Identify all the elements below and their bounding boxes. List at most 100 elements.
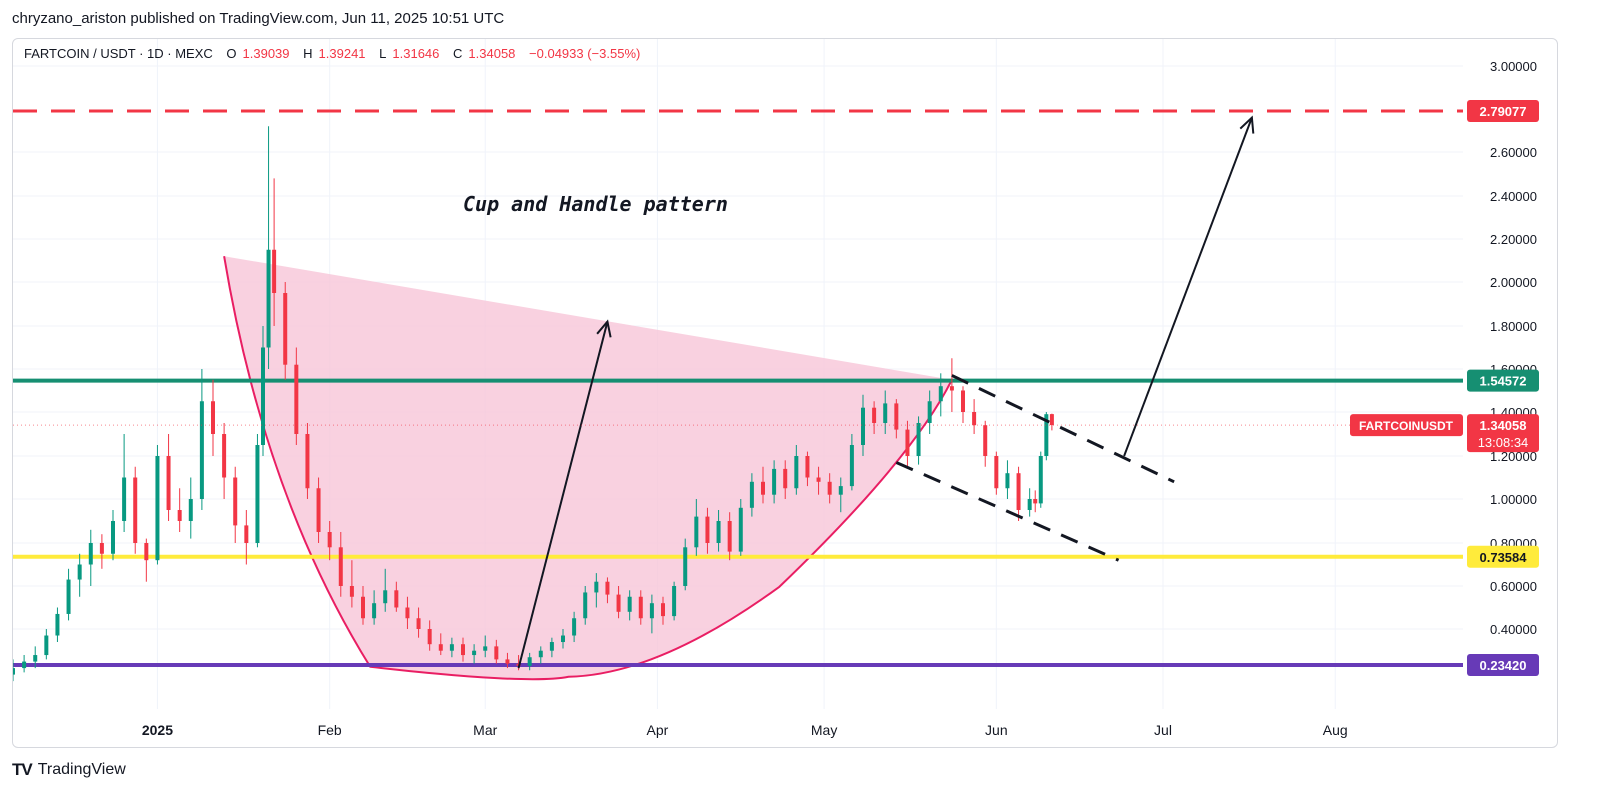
candle-body	[705, 516, 710, 543]
candle-body	[738, 507, 743, 552]
level-tag-label: 1.54572	[1480, 374, 1527, 389]
candle-body	[583, 592, 588, 619]
candle-body	[372, 603, 377, 619]
candle-body	[794, 456, 799, 489]
candle-body	[416, 618, 421, 629]
candle-body	[905, 429, 910, 456]
candle-body	[972, 412, 977, 426]
high-label: H	[303, 46, 313, 61]
price-tag-bg	[1467, 414, 1539, 453]
x-tick-label: May	[811, 722, 837, 738]
y-tick-label: 1.80000	[1490, 319, 1537, 334]
candle-body	[338, 547, 343, 586]
candle-body	[572, 618, 577, 636]
candle-body	[177, 510, 182, 521]
candle-body	[1038, 456, 1043, 504]
candle-body	[199, 401, 204, 499]
candle-body	[861, 407, 865, 445]
symbol-tag-label: FARTCOINUSDT	[1359, 419, 1454, 433]
change-value: −0.04933 (−3.55%)	[529, 46, 641, 61]
candle-body	[155, 456, 160, 561]
candle-body	[111, 521, 115, 554]
candle-body	[605, 581, 610, 595]
candle-body	[727, 521, 732, 552]
candle-body	[505, 659, 510, 664]
high-value: 1.39241	[318, 46, 366, 61]
level-tag-label: 2.79077	[1480, 104, 1527, 119]
candle-body	[449, 644, 454, 651]
price-tag-countdown: 13:08:34	[1478, 435, 1529, 450]
candle-body	[66, 579, 71, 614]
cup-fill-area	[224, 256, 952, 680]
candle-body	[305, 434, 310, 489]
candle-body	[561, 635, 565, 643]
x-tick-label: Feb	[318, 722, 342, 738]
y-tick-label: 2.60000	[1490, 145, 1537, 160]
candle-body	[616, 594, 621, 612]
candle-body	[1033, 499, 1038, 504]
chart-frame[interactable]: Cup and Handle pattern 0.40000 0.60000 0.80…	[12, 38, 1558, 748]
candle-body	[1027, 499, 1032, 510]
candle-body	[13, 668, 15, 675]
candle-body	[994, 456, 999, 489]
level-tag-label: 0.73584	[1480, 550, 1528, 565]
candle-body	[405, 607, 410, 619]
symbol-label[interactable]: FARTCOIN / USDT · 1D · MEXC	[24, 46, 213, 61]
candle-body	[472, 650, 477, 656]
candle-body	[361, 596, 365, 619]
y-tick-label: 0.40000	[1490, 622, 1537, 637]
candle-body	[438, 644, 443, 651]
candle-body	[261, 347, 265, 445]
candle-body	[1005, 473, 1010, 489]
x-tick-label: 2025	[142, 722, 173, 738]
level-tag-bg	[1467, 545, 1539, 568]
candle-body	[527, 657, 532, 666]
candle-body	[961, 390, 965, 412]
tradingview-logo[interactable]: TV TradingView	[12, 760, 126, 780]
candle-body	[883, 403, 888, 423]
candle-body	[805, 456, 810, 478]
tradingview-brand-text: TradingView	[37, 761, 126, 778]
candle-body	[1044, 414, 1049, 456]
y-tick-label: 2.00000	[1490, 275, 1537, 290]
candle-body	[538, 650, 543, 658]
candle-body	[383, 590, 388, 604]
cup-handle-annotation: Cup and Handle pattern	[463, 192, 728, 216]
candle-body	[133, 477, 138, 543]
projection-arrow-1	[517, 321, 609, 669]
level-tag-bg	[1467, 99, 1539, 122]
candle-body	[427, 629, 432, 645]
candlestick-chart[interactable]: Cup and Handle pattern0.400000.600000.80…	[13, 39, 1557, 747]
candle-body	[44, 635, 49, 656]
candle-body	[772, 468, 777, 495]
candle-body	[144, 543, 149, 561]
candle-body	[872, 407, 877, 423]
candle-body	[394, 590, 399, 608]
candle-body	[349, 586, 354, 597]
arrow-head-icon	[1239, 115, 1255, 134]
candle-body	[188, 499, 193, 521]
candle-body	[461, 644, 465, 656]
candle-body	[927, 401, 932, 423]
candle-body	[949, 386, 954, 391]
x-tick-label: Apr	[647, 722, 669, 738]
close-label: C	[453, 46, 463, 61]
candle-body	[272, 249, 277, 293]
candle-body	[683, 547, 688, 586]
candle-body	[494, 646, 499, 660]
price-tag-value: 1.34058	[1480, 418, 1527, 433]
y-tick-label: 3.00000	[1490, 59, 1537, 74]
level-tag-bg	[1467, 654, 1539, 676]
candle-body	[211, 401, 215, 434]
candle-body	[694, 516, 699, 548]
symbol-tag-bg	[1350, 414, 1463, 437]
close-value: 1.34058	[468, 46, 516, 61]
candle-body	[594, 581, 599, 593]
candle-body	[627, 596, 632, 612]
candle-body	[55, 613, 60, 636]
candle-body	[294, 364, 299, 434]
tradingview-logo-icon: TV	[12, 760, 33, 779]
candle-body	[827, 481, 832, 495]
x-tick-label: Aug	[1323, 722, 1348, 738]
handle-channel-lower	[895, 461, 1120, 562]
